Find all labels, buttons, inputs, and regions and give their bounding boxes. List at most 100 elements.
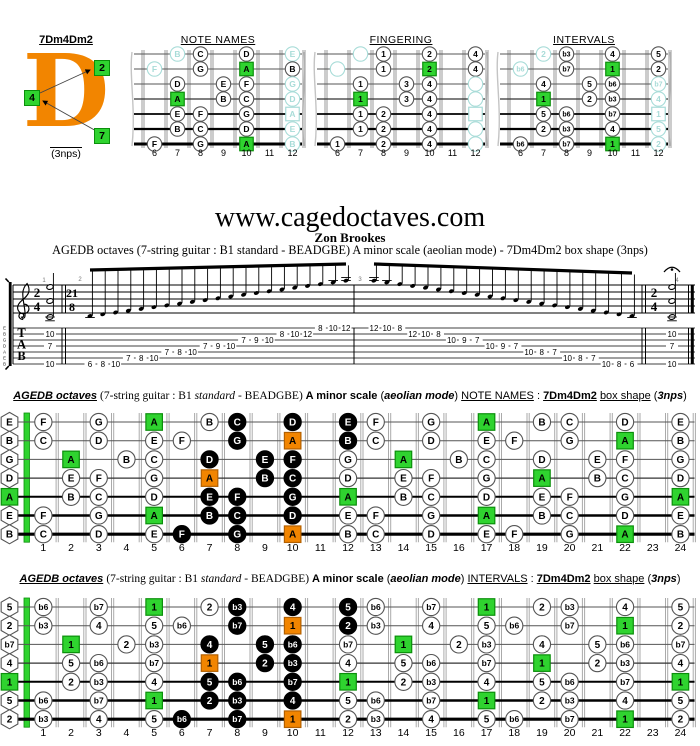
note-marker: C [192, 121, 209, 137]
svg-text:B: B [123, 455, 130, 466]
root-in-box-marker: A [283, 431, 302, 450]
box-note-marker: F [172, 525, 192, 544]
svg-text:5: 5 [151, 715, 157, 726]
svg-text:7: 7 [207, 727, 213, 739]
ghost-note-marker: B [284, 136, 301, 152]
svg-text:E: E [68, 474, 75, 485]
root-marker: 2 [422, 61, 437, 77]
svg-text:F: F [40, 511, 46, 522]
svg-text:C: C [234, 418, 241, 429]
svg-text:A: A [400, 455, 407, 466]
svg-text:6: 6 [152, 148, 157, 158]
note-marker: D [615, 506, 635, 525]
note-marker: 2 [117, 635, 136, 654]
svg-text:b6: b6 [232, 677, 242, 687]
ghost-note-marker: E [284, 121, 301, 137]
svg-text:5: 5 [595, 640, 601, 651]
note-marker: B [532, 412, 552, 432]
svg-text:23: 23 [647, 542, 659, 554]
note-marker: 1 [352, 76, 369, 92]
note-marker: G [560, 431, 579, 450]
tab-number: 8 [177, 348, 182, 357]
svg-text:C: C [40, 530, 47, 541]
tab-number: 8 [398, 324, 403, 333]
box-note-marker: B [255, 468, 275, 488]
eighth-notehead [564, 305, 571, 310]
svg-text:E: E [539, 492, 546, 503]
tab-number: 7 [203, 342, 208, 351]
svg-text:5: 5 [484, 715, 490, 726]
root-marker: A [671, 487, 690, 506]
svg-text:b7: b7 [565, 621, 575, 631]
header-segment: ( [650, 390, 658, 402]
ghost-note-marker: E [284, 46, 301, 62]
svg-text:2: 2 [401, 677, 407, 688]
box-note-marker: C [283, 468, 302, 488]
note-marker: b7 [89, 691, 108, 710]
tab-number: 10 [46, 330, 55, 339]
eighth-notehead [410, 283, 416, 288]
tab-string-letter: E [3, 356, 6, 361]
ghost-note-marker: F [146, 61, 163, 77]
box-note-marker: b7 [228, 616, 247, 635]
svg-text:5: 5 [151, 727, 157, 739]
svg-text:9: 9 [404, 148, 409, 158]
svg-text:A: A [289, 436, 296, 447]
svg-text:b3: b3 [38, 714, 48, 724]
note-marker: b3 [366, 616, 385, 635]
tab-number: 10 [329, 324, 338, 333]
root-marker: A [533, 469, 551, 487]
svg-text:F: F [152, 64, 157, 74]
svg-text:D: D [289, 94, 295, 104]
note-marker: b3 [560, 597, 579, 617]
eighth-notehead [177, 301, 183, 306]
legend-title: 7Dm4Dm2 [39, 34, 93, 46]
note-marker: b6 [421, 653, 441, 673]
svg-text:F: F [234, 492, 240, 503]
note-marker: F [89, 468, 108, 488]
svg-text:B: B [538, 418, 545, 429]
svg-text:b6: b6 [426, 658, 436, 668]
svg-text:12: 12 [470, 148, 480, 158]
tab-number: 10 [563, 354, 572, 363]
box-note-marker: 4 [200, 635, 219, 654]
box-note-marker: G [283, 487, 302, 506]
svg-text:E: E [262, 455, 269, 466]
box-note-marker: 2 [200, 691, 219, 710]
svg-text:b7: b7 [565, 714, 575, 724]
svg-text:19: 19 [536, 727, 548, 739]
note-marker: b6 [366, 597, 385, 617]
svg-text:4: 4 [427, 124, 432, 134]
note-marker: D [421, 525, 441, 544]
note-marker: 2 [650, 61, 667, 77]
note-marker: 4 [421, 91, 438, 107]
svg-text:A: A [289, 109, 295, 119]
note-marker: E [144, 431, 164, 450]
svg-text:1: 1 [40, 542, 46, 554]
time-signature: 2 [651, 285, 658, 300]
svg-text:A: A [621, 436, 628, 447]
svg-text:D: D [428, 530, 435, 541]
svg-text:G: G [197, 64, 204, 74]
header-segment: box shape [599, 390, 651, 402]
note-marker: 4 [421, 136, 438, 152]
note-marker: C [366, 431, 385, 450]
note-marker: b3 [560, 691, 579, 710]
note-marker: b3 [366, 710, 385, 729]
root-in-box-marker: 1 [200, 654, 219, 672]
note-marker: F [560, 487, 579, 506]
svg-text:b6: b6 [565, 677, 575, 687]
note-marker: D [477, 487, 496, 506]
svg-text:1: 1 [151, 603, 157, 614]
note-marker: G [477, 468, 496, 488]
svg-text:b3: b3 [565, 602, 575, 612]
svg-text:13: 13 [370, 542, 382, 554]
svg-text:b7: b7 [562, 66, 570, 73]
svg-text:b7: b7 [608, 111, 616, 118]
root-string-badge: 4 [24, 90, 40, 106]
intervals-header: AGEDB octaves (7-string guitar : B1 stan… [0, 573, 700, 585]
note-marker: 2 [394, 672, 413, 691]
svg-text:18: 18 [508, 727, 520, 739]
